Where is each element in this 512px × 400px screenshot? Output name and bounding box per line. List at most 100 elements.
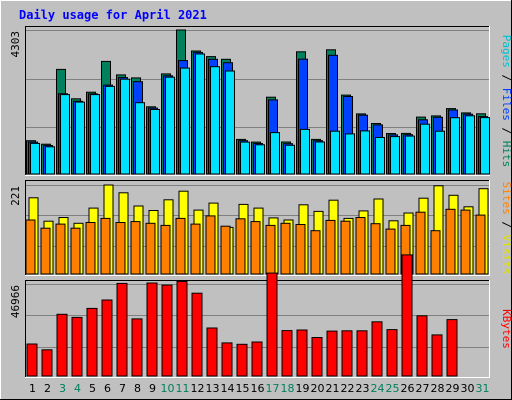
bar-kbytes xyxy=(311,337,323,377)
bar-pages xyxy=(420,123,430,175)
bar-pages xyxy=(360,130,370,175)
bar-sites xyxy=(25,219,36,275)
bar-kbytes xyxy=(371,321,383,377)
bar-kbytes xyxy=(386,329,398,377)
day-label: 17 xyxy=(266,382,280,395)
bar-sites xyxy=(430,230,441,275)
day-label: 19 xyxy=(296,382,310,395)
day-label: 6 xyxy=(104,382,111,395)
day-label: 26 xyxy=(401,382,415,395)
legend-text: Files xyxy=(500,88,512,121)
bar-pages xyxy=(90,94,100,175)
legend-text: Sites xyxy=(500,182,512,215)
bar-sites xyxy=(280,222,291,275)
bar-kbytes xyxy=(221,342,233,377)
bar-pages xyxy=(390,136,400,175)
bar-pages xyxy=(255,144,265,175)
bar-pages xyxy=(135,102,145,175)
bar-sites xyxy=(130,221,141,275)
legend-text: Visits xyxy=(500,235,512,275)
series-legend: KBytes xyxy=(500,309,512,349)
y-max-label: 4303 xyxy=(9,31,22,58)
bar-pages xyxy=(120,78,130,175)
day-label: 30 xyxy=(461,382,475,395)
bar-sites xyxy=(145,222,156,275)
bar-kbytes xyxy=(146,282,158,377)
day-labels: 1 2 3 4 5 6 7 8 9 10 11 12 13 14 15 16 17 18 19 20 21 22 23 24 2… xyxy=(29,382,490,395)
legend-text: KBytes xyxy=(500,309,512,349)
bar-kbytes xyxy=(191,292,203,377)
legend-text: / xyxy=(500,121,512,141)
bar-pages xyxy=(300,128,310,175)
bar-sites xyxy=(115,222,126,275)
day-label: 13 xyxy=(206,382,220,395)
bar-sites xyxy=(85,222,96,275)
day-label: 3 xyxy=(59,382,66,395)
bar-pages xyxy=(150,109,160,175)
day-label: 2 xyxy=(44,382,51,395)
bar-kbytes xyxy=(341,330,353,377)
bar-kbytes xyxy=(26,343,38,377)
bar-sites xyxy=(55,223,66,275)
day-label: 15 xyxy=(236,382,250,395)
day-label: 28 xyxy=(431,382,445,395)
bar-pages xyxy=(375,137,385,175)
bar-pages xyxy=(345,133,355,175)
bar-pages xyxy=(195,53,205,175)
bar-sites xyxy=(310,230,321,275)
bar-pages xyxy=(285,144,295,175)
bar-pages xyxy=(330,130,340,175)
bar-kbytes xyxy=(131,318,143,377)
bar-pages xyxy=(450,117,460,175)
bar-sites xyxy=(415,211,426,275)
day-label: 29 xyxy=(446,382,460,395)
day-label: 23 xyxy=(356,382,370,395)
bar-pages xyxy=(435,130,445,175)
bar-pages xyxy=(30,142,40,175)
bar-sites xyxy=(325,219,336,275)
bar-kbytes xyxy=(326,330,338,377)
day-label: 20 xyxy=(311,382,325,395)
chart-title: Daily usage for April 2021 xyxy=(19,8,207,22)
bar-sites xyxy=(175,217,186,275)
day-label: 18 xyxy=(281,382,295,395)
bar-sites xyxy=(385,228,396,275)
y-max-label: 221 xyxy=(9,186,22,206)
bar-pages xyxy=(165,76,175,175)
bar-kbytes xyxy=(41,349,53,377)
bar-kbytes xyxy=(401,254,413,377)
bar-sites xyxy=(190,223,201,275)
bar-sites xyxy=(160,224,171,275)
bar-pages xyxy=(45,146,55,175)
bar-pages xyxy=(60,94,70,175)
bar-kbytes xyxy=(296,329,308,377)
bar-sites xyxy=(220,225,231,275)
legend-text: Hits xyxy=(500,141,512,168)
legend-text: / xyxy=(500,68,512,88)
bar-kbytes xyxy=(281,330,293,377)
bar-sites xyxy=(460,209,471,275)
bar-kbytes xyxy=(431,334,443,377)
bar-pages xyxy=(105,85,115,175)
bar-pages xyxy=(225,70,235,175)
bar-sites xyxy=(340,220,351,275)
panel-top: 4303 Pages / Files / Hits xyxy=(9,26,512,176)
bar-pages xyxy=(315,141,325,175)
bar-kbytes xyxy=(161,284,173,377)
series-legend: Sites / Visits xyxy=(500,182,512,275)
bar-kbytes xyxy=(56,313,68,377)
bar-kbytes xyxy=(266,272,278,377)
legend-text: Pages xyxy=(500,35,512,68)
bar-kbytes xyxy=(71,316,83,377)
bar-pages xyxy=(405,135,415,175)
bar-kbytes xyxy=(416,315,428,377)
day-label: 22 xyxy=(341,382,355,395)
day-label: 12 xyxy=(191,382,205,395)
day-label: 25 xyxy=(386,382,400,395)
bar-pages xyxy=(180,67,190,175)
day-label: 14 xyxy=(221,382,235,395)
chart-panels: 4303 Pages / Files / Hits 221 Sites / Visit… xyxy=(9,26,512,378)
day-label: 4 xyxy=(74,382,81,395)
bar-sites xyxy=(40,227,51,275)
